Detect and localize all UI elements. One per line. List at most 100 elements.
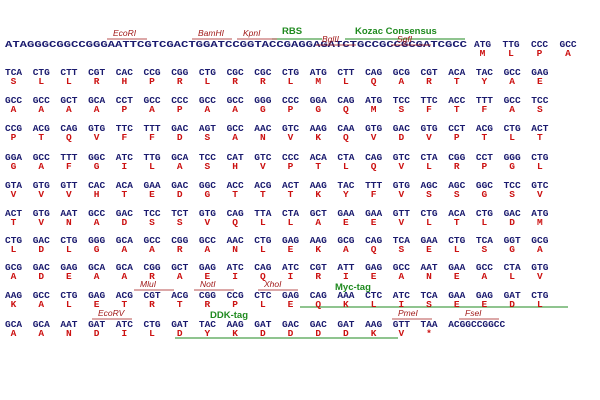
amino-acid: S <box>205 132 211 143</box>
amino-acid: F <box>149 132 155 143</box>
amino-acid: A <box>315 217 321 228</box>
amino-acid: L <box>205 76 211 87</box>
codon: GAT <box>504 290 521 301</box>
amino-acid: S <box>454 189 460 200</box>
codon: GCG <box>393 67 410 78</box>
codon: ATC <box>227 262 244 273</box>
amino-acid: Q <box>371 244 377 255</box>
amino-acid: T <box>482 132 488 143</box>
amino-acid: T <box>38 132 44 143</box>
codon: CTA <box>504 262 521 273</box>
amino-acid: T <box>454 217 460 228</box>
amino-acid: I <box>121 328 127 339</box>
codon: TTT <box>60 152 77 163</box>
codon: GAG <box>60 262 77 273</box>
codon: CGG <box>171 235 188 246</box>
codon: CAG <box>337 95 354 106</box>
codon: GCG <box>531 235 548 246</box>
amino-acid: R <box>454 161 460 172</box>
amino-acid: V <box>537 189 543 200</box>
codon: GCA <box>33 319 50 330</box>
amino-acid: M <box>480 48 486 59</box>
codon: TTG <box>503 39 520 50</box>
amino-acid: T <box>454 76 460 87</box>
amino-acid: S <box>11 76 17 87</box>
amino-acid: Y <box>343 189 349 200</box>
amino-acid: L <box>537 299 543 310</box>
codon: CGT <box>421 67 438 78</box>
codon: ACT <box>531 123 548 134</box>
codon: CGT <box>88 67 105 78</box>
amino-acid: A <box>11 328 17 339</box>
amino-acid: E <box>343 217 349 228</box>
amino-acid: S <box>482 244 488 255</box>
amino-acid: L <box>508 48 514 59</box>
amino-acid: L <box>482 217 488 228</box>
codon: AAT <box>421 262 438 273</box>
amino-acid: L <box>66 244 72 255</box>
codon: GTT <box>393 319 410 330</box>
amino-acid: A <box>565 48 571 59</box>
codon: GCG <box>337 235 354 246</box>
codon: CGC <box>254 67 271 78</box>
amino-acid: M <box>371 104 377 115</box>
codon: GTC <box>393 152 410 163</box>
codon: GGG <box>504 152 521 163</box>
codon: ATC <box>116 152 133 163</box>
codon: GCC <box>5 95 22 106</box>
amino-acid: M <box>537 217 543 228</box>
codon: CAG <box>365 235 382 246</box>
codon: CTA <box>421 152 438 163</box>
codon: GAA <box>337 208 354 219</box>
amino-acid: H <box>94 189 100 200</box>
codon: ATC <box>282 262 299 273</box>
codon: ACA <box>116 180 133 191</box>
amino-acid: E <box>288 299 294 310</box>
codon: AAG <box>310 180 327 191</box>
codon: GCC <box>144 235 161 246</box>
codon: CGG <box>448 152 465 163</box>
amino-acid: E <box>205 271 211 282</box>
codon: TAC <box>476 67 493 78</box>
codon: CAG <box>60 123 77 134</box>
amino-acid: V <box>371 132 377 143</box>
amino-acid: E <box>288 244 294 255</box>
codon: GCC <box>88 208 105 219</box>
codon: GAT <box>337 319 354 330</box>
codon: CCC <box>171 95 188 106</box>
amino-acid: A <box>94 271 100 282</box>
codon: CGG <box>144 262 161 273</box>
codon: GAC <box>310 319 327 330</box>
codon: ACG <box>171 290 188 301</box>
codon: ACT <box>5 208 22 219</box>
amino-acid: L <box>509 132 515 143</box>
codon: TCC <box>144 208 161 219</box>
amino-acid: K <box>315 244 321 255</box>
amino-acid: L <box>260 299 266 310</box>
amino-acid: D <box>509 217 515 228</box>
amino-acid: E <box>371 271 377 282</box>
codon: GTG <box>33 208 50 219</box>
amino-acid: P <box>232 299 238 310</box>
codon: ATG <box>365 95 382 106</box>
codon: CCC <box>282 95 299 106</box>
amino-acid: P <box>482 161 488 172</box>
amino-acid: L <box>38 76 44 87</box>
codon: CAG <box>254 262 271 273</box>
amino-acid: G <box>11 161 17 172</box>
amino-acid: F <box>371 189 377 200</box>
codon: GAT <box>254 319 271 330</box>
amino-acid: E <box>371 217 377 228</box>
codon: GCC <box>227 95 244 106</box>
codon: TCC <box>504 180 521 191</box>
codon: GTC <box>282 123 299 134</box>
amino-acid: A <box>149 104 155 115</box>
codon: CTT <box>60 67 77 78</box>
codon: CCT <box>116 95 133 106</box>
amino-acid: A <box>121 271 127 282</box>
codon: AAG <box>227 319 244 330</box>
codon: CCC <box>282 152 299 163</box>
codon: TCA <box>476 235 493 246</box>
codon: GAG <box>199 262 216 273</box>
